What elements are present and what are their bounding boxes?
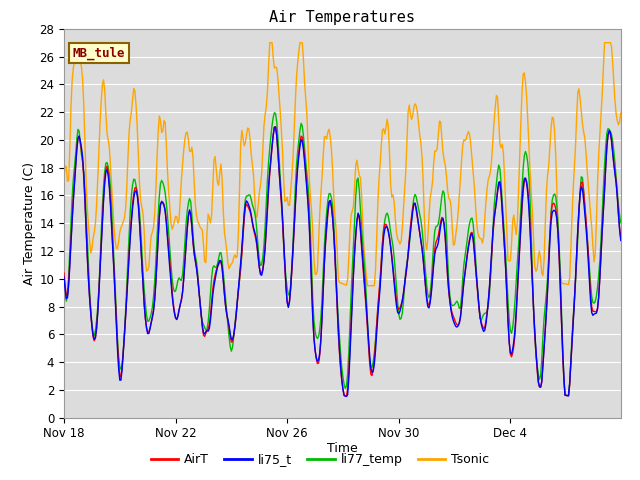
AirT [342, 394, 350, 399]
AirT [234, 300, 241, 306]
X-axis label: Time: Time [327, 442, 358, 455]
li77_temp [399, 299, 407, 305]
li75_t [342, 394, 350, 399]
AirT [374, 304, 381, 310]
li75_t [568, 341, 576, 347]
li77_temp [60, 276, 68, 281]
Tsonic [364, 283, 371, 288]
Line: li77_temp: li77_temp [64, 113, 621, 396]
li75_t [234, 300, 241, 306]
AirT [617, 235, 625, 241]
li77_temp [296, 127, 304, 133]
Tsonic [568, 215, 576, 220]
li75_t [472, 263, 479, 268]
li77_temp [617, 220, 625, 226]
AirT [60, 270, 68, 276]
Y-axis label: Air Temperature (C): Air Temperature (C) [24, 162, 36, 285]
Tsonic [266, 40, 273, 46]
li77_temp [271, 110, 278, 116]
Tsonic [234, 254, 241, 260]
li75_t [272, 124, 280, 130]
Tsonic [472, 203, 479, 208]
Tsonic [401, 189, 408, 195]
li77_temp [373, 321, 381, 327]
Line: li75_t: li75_t [64, 127, 621, 396]
AirT [296, 139, 304, 145]
Tsonic [374, 200, 381, 206]
Title: Air Temperatures: Air Temperatures [269, 10, 415, 25]
AirT [401, 283, 408, 288]
li75_t [374, 312, 381, 318]
AirT [472, 264, 479, 270]
Line: AirT: AirT [64, 127, 621, 396]
li75_t [60, 274, 68, 280]
AirT [568, 340, 576, 346]
li77_temp [568, 335, 576, 341]
li77_temp [564, 393, 572, 398]
li75_t [296, 143, 304, 149]
li77_temp [470, 235, 478, 241]
Line: Tsonic: Tsonic [64, 43, 621, 286]
Text: MB_tule: MB_tule [72, 46, 125, 60]
li75_t [401, 281, 408, 287]
li77_temp [234, 299, 241, 305]
li75_t [617, 238, 625, 243]
Legend: AirT, li75_t, li77_temp, Tsonic: AirT, li75_t, li77_temp, Tsonic [145, 448, 495, 471]
Tsonic [617, 110, 625, 116]
Tsonic [60, 174, 68, 180]
Tsonic [296, 40, 304, 46]
AirT [272, 124, 280, 130]
